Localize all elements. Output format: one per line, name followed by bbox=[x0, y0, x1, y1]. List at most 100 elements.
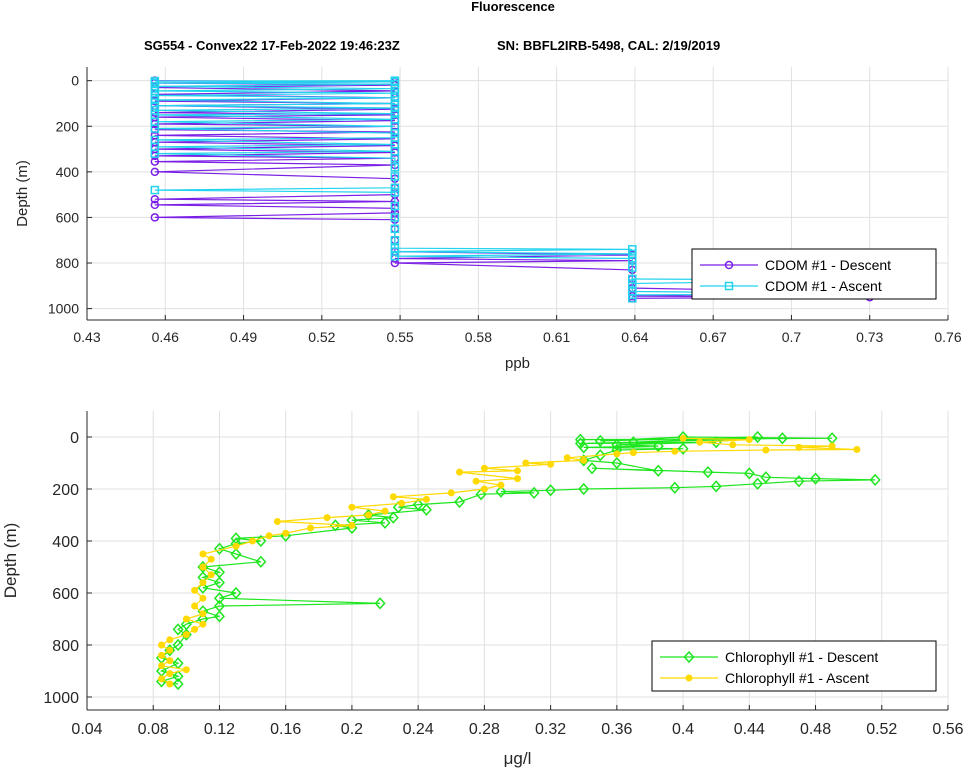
data-point bbox=[776, 432, 788, 445]
data-point bbox=[627, 436, 639, 449]
data-point bbox=[381, 507, 389, 515]
legend: CDOM #1 - Descent CDOM #1 - Ascent bbox=[691, 248, 937, 300]
data-point bbox=[182, 631, 190, 639]
data-point bbox=[265, 532, 273, 540]
y-axis-label: Depth (m) bbox=[14, 160, 31, 227]
data-point bbox=[158, 651, 166, 659]
data-point bbox=[364, 511, 372, 519]
data-point bbox=[652, 464, 664, 477]
x-tick-label: 0.49 bbox=[230, 329, 257, 345]
data-point bbox=[199, 579, 207, 587]
x-tick-label: 0.76 bbox=[934, 329, 961, 345]
x-axis-label: μg/l bbox=[504, 749, 532, 768]
legend-label: Chlorophyll #1 - Descent bbox=[725, 649, 878, 665]
data-point bbox=[150, 157, 160, 166]
legend-label: Chlorophyll #1 - Ascent bbox=[725, 670, 869, 686]
data-point bbox=[390, 76, 400, 85]
legend: Chlorophyll #1 - Descent Chlorophyll #1 -… bbox=[651, 640, 937, 692]
x-tick-label: 0.04 bbox=[71, 721, 102, 738]
data-point bbox=[514, 467, 521, 475]
data-point bbox=[810, 472, 822, 485]
data-point bbox=[710, 480, 722, 493]
data-point bbox=[213, 576, 225, 589]
data-point bbox=[629, 449, 637, 457]
x-tick-label: 0.4 bbox=[672, 721, 694, 738]
data-point bbox=[480, 485, 488, 493]
cdom-chart: 0.43 0.46 0.49 0.52 0.55 0.58 0.61 0.64 0.67 0.7 0… bbox=[14, 67, 962, 372]
data-point bbox=[213, 610, 225, 623]
y-tick-label: 600 bbox=[56, 209, 80, 225]
legend-item: Chlorophyll #1 - Ascent bbox=[660, 670, 869, 686]
legend-label: CDOM #1 - Descent bbox=[765, 257, 891, 273]
x-tick-label: 0.46 bbox=[152, 329, 179, 345]
data-point bbox=[249, 537, 257, 545]
legend-box bbox=[651, 640, 937, 692]
data-point bbox=[230, 586, 242, 600]
data-point bbox=[282, 529, 290, 537]
data-point bbox=[628, 263, 637, 272]
data-point bbox=[390, 224, 400, 234]
data-point bbox=[191, 586, 199, 594]
data-point bbox=[150, 91, 160, 100]
data-point bbox=[762, 446, 770, 454]
data-point bbox=[611, 456, 623, 470]
data-point bbox=[172, 670, 184, 683]
data-point bbox=[729, 441, 737, 449]
series-ascent bbox=[150, 76, 874, 303]
data-point bbox=[472, 477, 480, 485]
x-tick-label: 0.43 bbox=[73, 329, 100, 345]
data-point bbox=[628, 279, 637, 288]
data-point bbox=[702, 465, 714, 479]
data-point bbox=[172, 677, 184, 691]
y-axis-label: Depth (m) bbox=[1, 523, 20, 599]
data-point bbox=[307, 524, 315, 532]
data-point bbox=[578, 482, 590, 496]
y-tick-label: 200 bbox=[52, 482, 79, 499]
x-tick-label: 0.67 bbox=[700, 329, 727, 345]
legend-item: CDOM #1 - Ascent bbox=[700, 278, 882, 294]
x-tick-label: 0.58 bbox=[465, 329, 492, 345]
series-descent bbox=[156, 430, 881, 691]
data-point bbox=[199, 620, 207, 628]
data-point bbox=[191, 625, 199, 633]
y-tick-label: 400 bbox=[56, 164, 80, 180]
legend-item: Chlorophyll #1 - Descent bbox=[660, 649, 878, 665]
x-tick-label: 0.7 bbox=[782, 329, 802, 345]
data-point bbox=[255, 555, 267, 568]
x-tick-label: 0.36 bbox=[601, 721, 632, 738]
x-tick-label: 0.52 bbox=[866, 721, 897, 738]
x-tick-label: 0.61 bbox=[543, 329, 570, 345]
data-point bbox=[828, 442, 836, 450]
data-point bbox=[679, 434, 687, 442]
data-point bbox=[230, 547, 242, 561]
data-point bbox=[652, 439, 664, 453]
data-point bbox=[172, 623, 184, 636]
data-point bbox=[207, 555, 215, 563]
data-point bbox=[199, 563, 207, 571]
data-point bbox=[150, 106, 160, 115]
x-tick-label: 0.32 bbox=[535, 721, 566, 738]
data-point bbox=[586, 462, 598, 475]
data-point bbox=[389, 493, 397, 501]
data-point bbox=[480, 464, 488, 472]
data-point bbox=[745, 436, 753, 444]
data-point bbox=[213, 542, 225, 555]
data-point bbox=[677, 430, 689, 444]
data-point bbox=[671, 447, 679, 455]
data-point bbox=[669, 481, 681, 494]
data-point bbox=[232, 542, 240, 550]
legend-marker bbox=[724, 260, 734, 270]
data-point bbox=[522, 459, 530, 467]
x-tick-label: 0.56 bbox=[932, 721, 963, 738]
figure-subtitle-left: SG554 - Convex22 17-Feb-2022 19:46:23Z bbox=[144, 38, 400, 53]
data-point bbox=[456, 468, 464, 476]
data-point bbox=[793, 475, 805, 488]
x-tick-label: 0.28 bbox=[469, 721, 500, 738]
x-tick-label: 0.48 bbox=[800, 721, 831, 738]
data-point bbox=[547, 460, 555, 468]
data-point bbox=[447, 489, 455, 497]
data-point bbox=[166, 680, 174, 688]
data-point bbox=[628, 245, 637, 254]
data-point bbox=[628, 274, 637, 284]
